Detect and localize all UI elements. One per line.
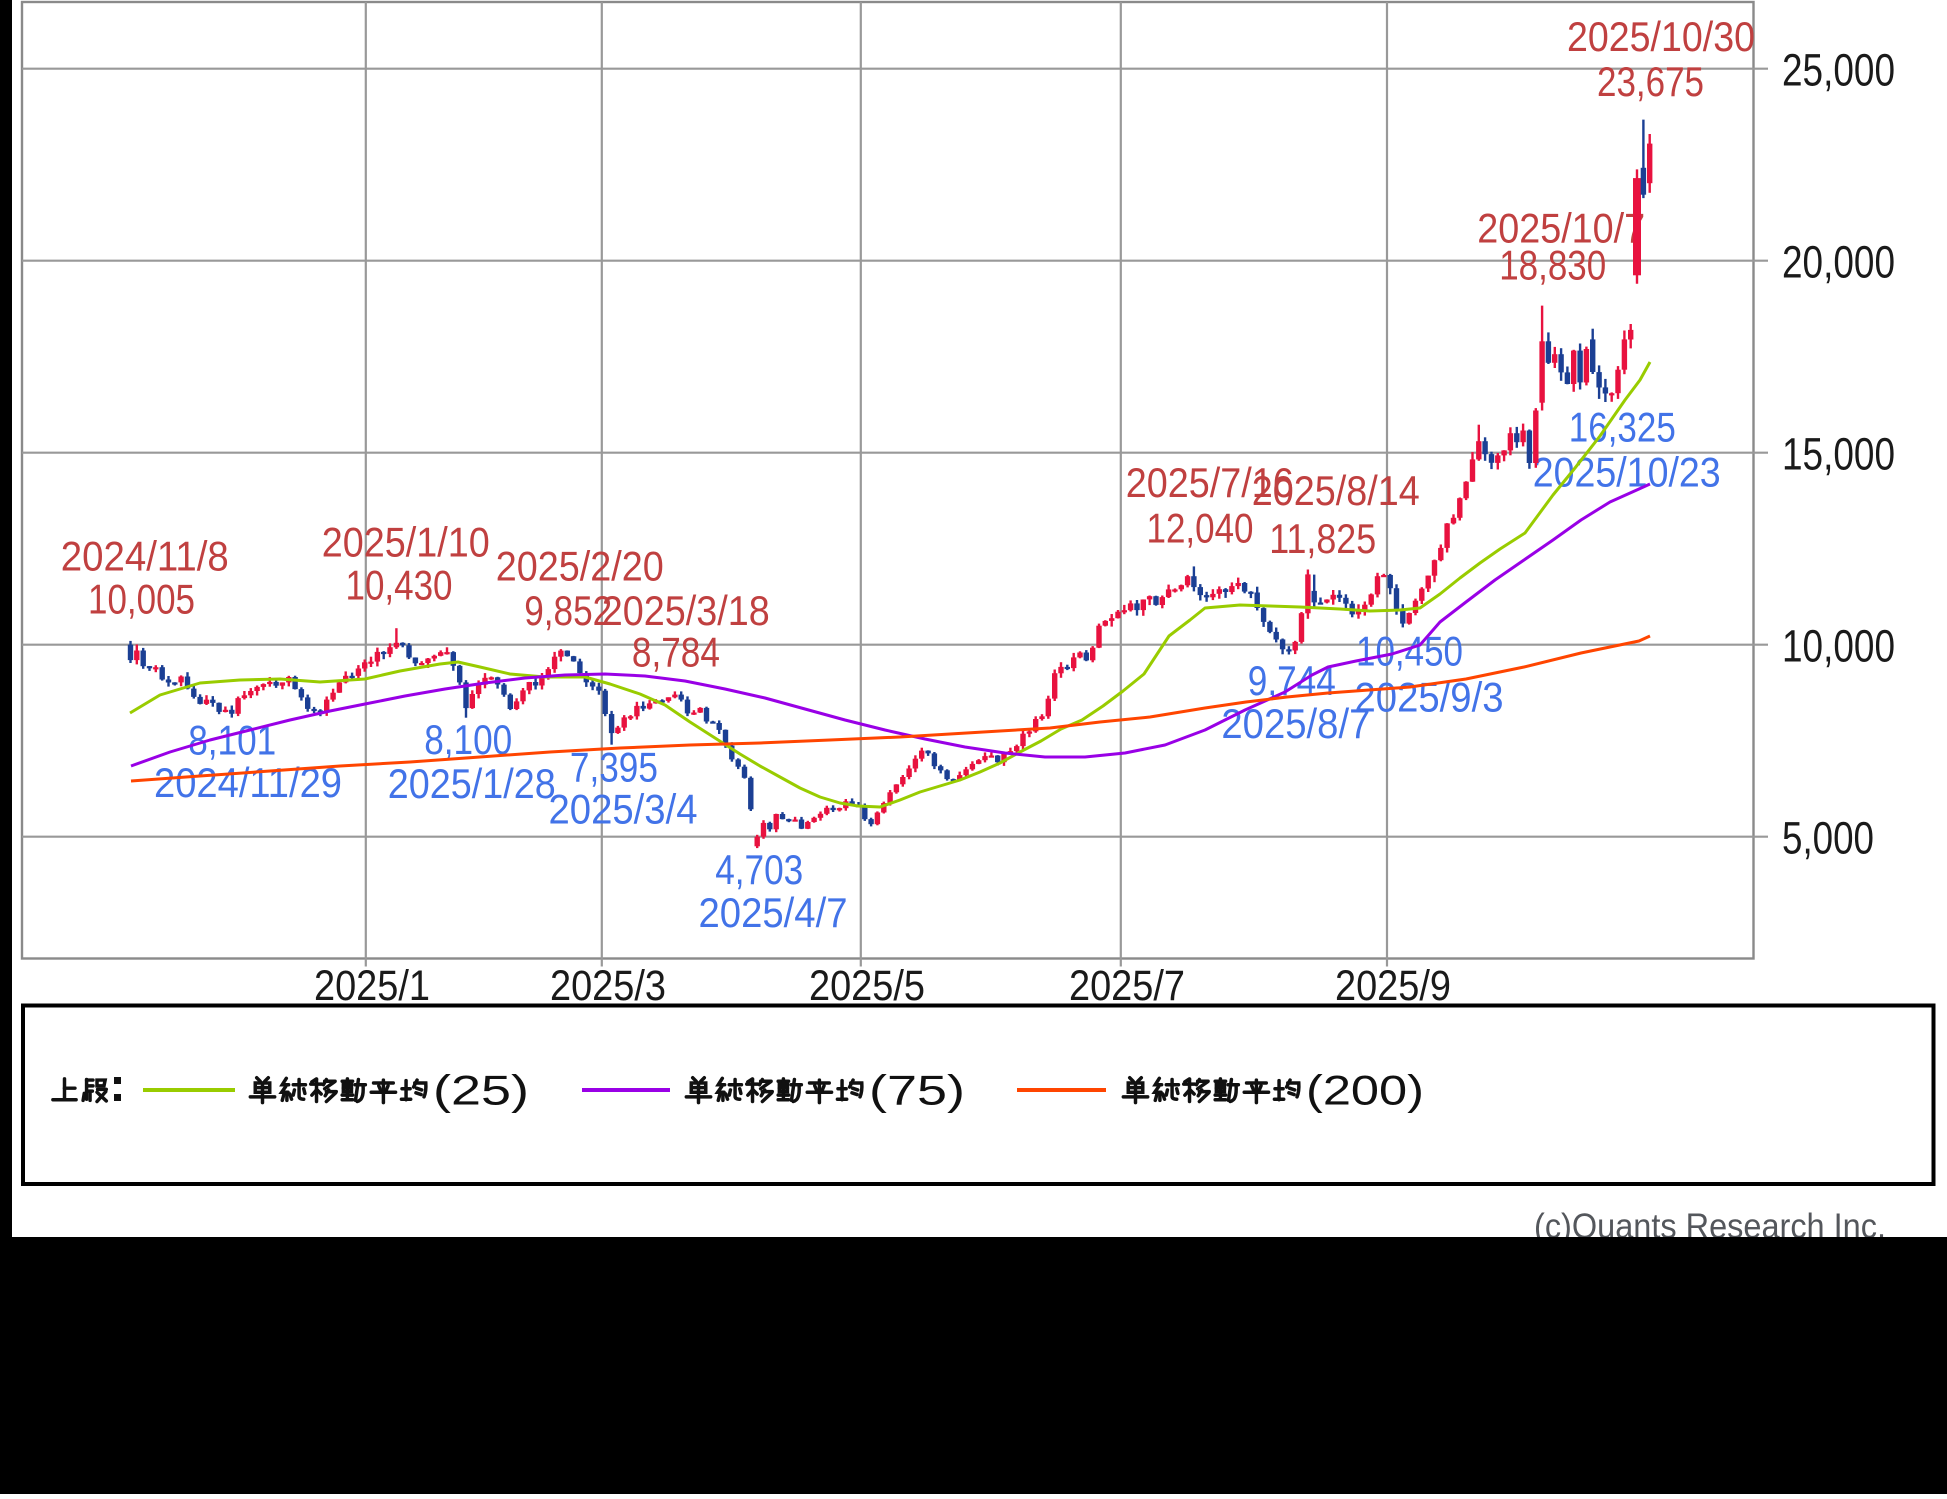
svg-text:2025/9/3: 2025/9/3 [1355,674,1504,721]
svg-text:10,450: 10,450 [1356,628,1463,675]
svg-text:2025/1: 2025/1 [314,962,430,1010]
svg-text:11,825: 11,825 [1269,515,1376,562]
svg-text:8,101: 8,101 [188,717,276,764]
svg-text:23,675: 23,675 [1597,58,1704,105]
svg-text:2025/2/20: 2025/2/20 [496,543,664,590]
svg-text:9,852: 9,852 [524,587,612,634]
svg-text:25,000: 25,000 [1782,45,1895,96]
svg-text:2025/1/28: 2025/1/28 [388,760,556,807]
svg-text:2024/11/29: 2024/11/29 [154,759,342,806]
svg-text:12,040: 12,040 [1147,505,1254,552]
svg-text:2025/3: 2025/3 [550,962,666,1010]
svg-text:2025/8/7: 2025/8/7 [1221,700,1370,747]
svg-text:2025/10/7: 2025/10/7 [1477,205,1645,252]
svg-text:2025/1/10: 2025/1/10 [322,519,490,566]
svg-text:2025/10/23: 2025/10/23 [1533,448,1721,495]
svg-text:5,000: 5,000 [1782,813,1874,864]
svg-text:10,430: 10,430 [346,562,453,609]
svg-text:8,784: 8,784 [632,629,720,676]
svg-text:2025/7: 2025/7 [1069,962,1185,1010]
svg-text:10,000: 10,000 [1782,621,1895,672]
svg-text:(200): (200) [1306,1067,1424,1114]
svg-text:(25): (25) [433,1067,529,1114]
svg-text:2025/7/16: 2025/7/16 [1126,459,1294,506]
svg-text:15,000: 15,000 [1782,429,1895,480]
svg-text:2025/3/18: 2025/3/18 [602,587,770,634]
svg-text:2025/8/14: 2025/8/14 [1252,467,1420,514]
svg-text:2025/9: 2025/9 [1335,962,1451,1010]
svg-text:20,000: 20,000 [1782,237,1895,288]
svg-text:2024/11/8: 2024/11/8 [61,533,229,580]
svg-text:(75): (75) [869,1067,965,1114]
svg-text:18,830: 18,830 [1499,242,1606,289]
svg-text:4,703: 4,703 [715,846,803,893]
svg-text:16,325: 16,325 [1569,403,1676,450]
svg-text:2025/10/30: 2025/10/30 [1567,13,1755,60]
svg-text:2025/5: 2025/5 [809,962,925,1010]
svg-text:2025/4/7: 2025/4/7 [699,889,848,936]
svg-text:2025/3/4: 2025/3/4 [549,785,698,832]
svg-text:10,005: 10,005 [88,576,195,623]
